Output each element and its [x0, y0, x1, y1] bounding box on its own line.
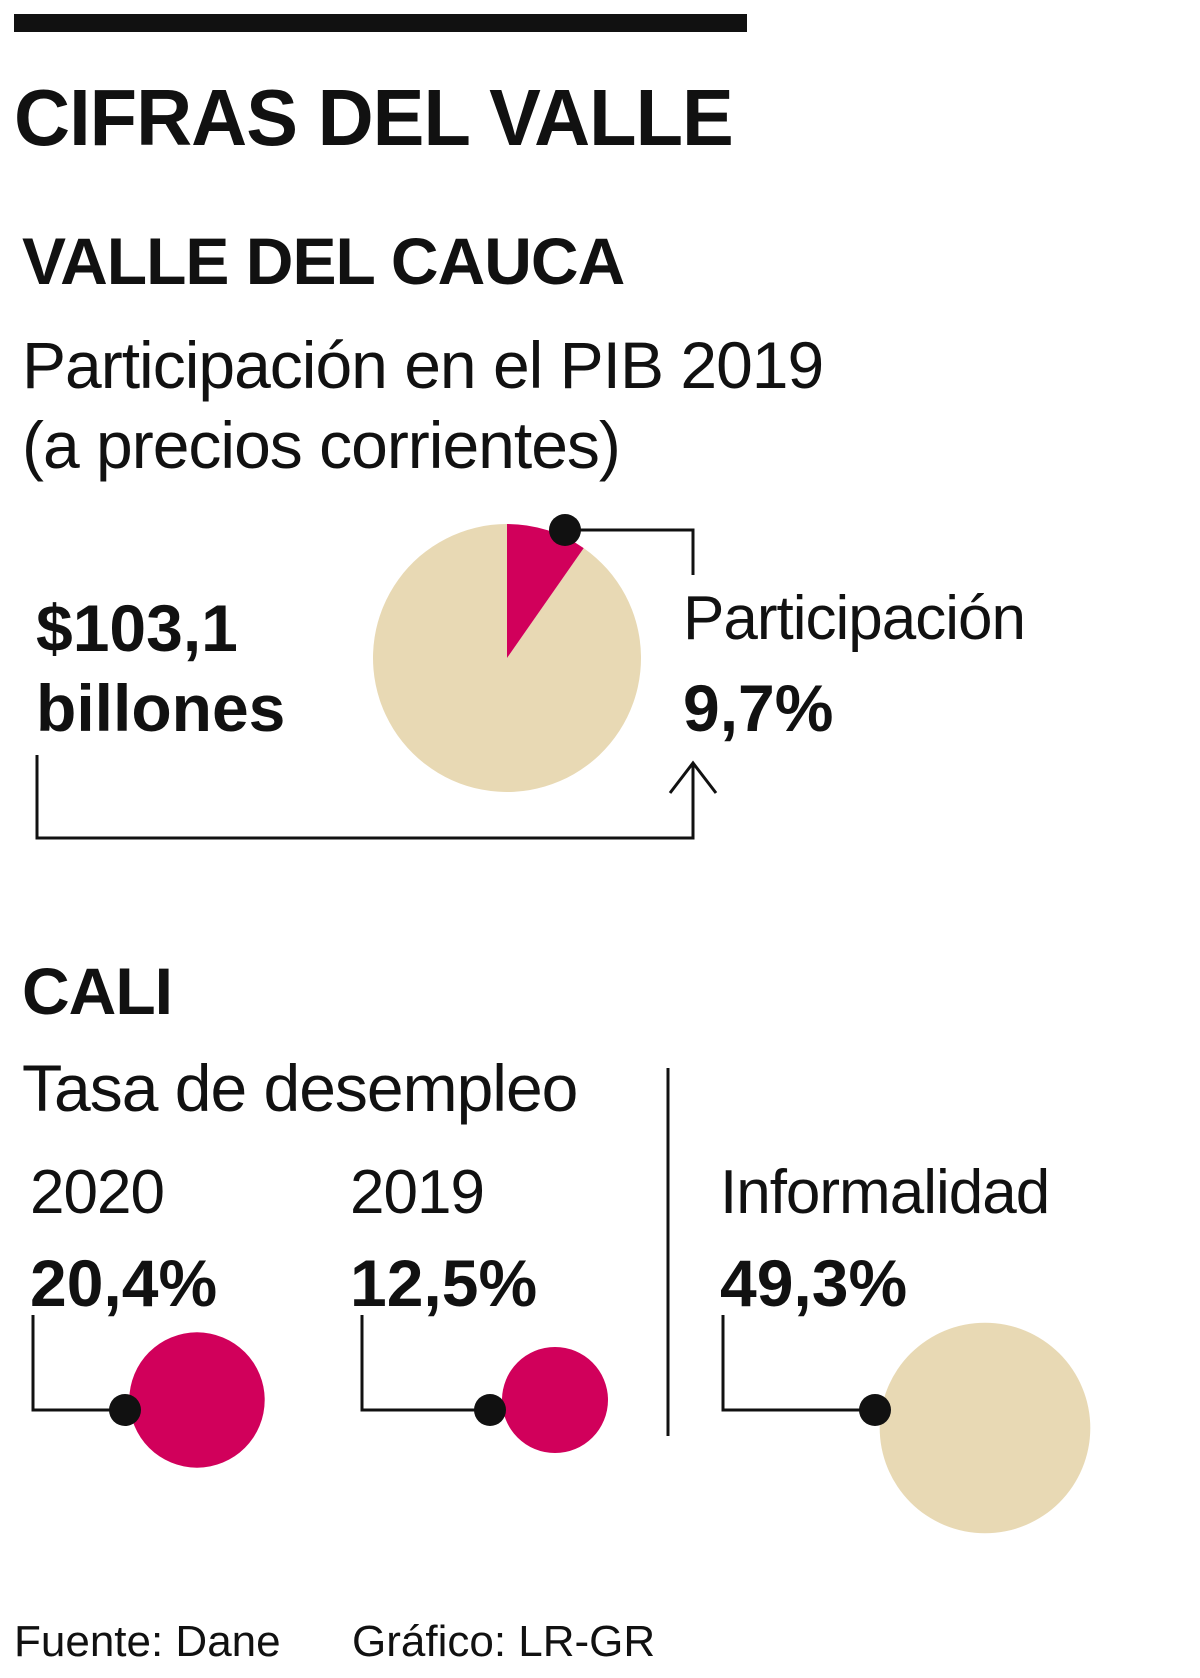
bubble-connectors	[31, 1315, 875, 1412]
valle-subtitle-line2: (a precios corrientes)	[22, 408, 621, 482]
connector-2020	[31, 1315, 125, 1412]
pie-slice-valle	[507, 524, 584, 658]
bubble-unemployment-2019	[502, 1347, 608, 1453]
connector-informality	[721, 1315, 875, 1412]
connector-dot-2019	[474, 1394, 506, 1426]
pie-connectors	[35, 528, 718, 840]
source-credit: Fuente: Dane	[14, 1617, 281, 1666]
graphic-credit: Gráfico: LR-GR	[352, 1617, 656, 1666]
unemployment-year-2019: 2019	[350, 1158, 485, 1227]
cali-subtitle: Tasa de desempleo	[22, 1051, 578, 1125]
valle-heading: VALLE DEL CAUCA	[22, 224, 625, 298]
connector-2019	[360, 1315, 490, 1412]
informality-value: 49,3%	[720, 1246, 908, 1320]
bubble-unemployment-2020	[129, 1332, 265, 1468]
pie-chart	[372, 524, 641, 792]
informality-label: Informalidad	[720, 1158, 1050, 1227]
cali-bubbles	[129, 1322, 1091, 1534]
cali-heading: CALI	[22, 954, 173, 1028]
top-rule	[14, 14, 747, 32]
share-label: Participación	[683, 584, 1026, 653]
unemployment-value-2019: 12,5%	[350, 1246, 538, 1320]
share-leader-dot	[549, 514, 581, 546]
unemployment-value-2020: 20,4%	[30, 1246, 218, 1320]
share-leader-line	[565, 528, 695, 575]
pib-amount-unit: billones	[36, 671, 286, 745]
connector-dot-informality	[859, 1394, 891, 1426]
valle-subtitle-line1: Participación en el PIB 2019	[22, 328, 824, 402]
bubble-informality	[879, 1322, 1091, 1534]
share-value: 9,7%	[683, 671, 834, 745]
amount-bracket	[35, 755, 695, 840]
connector-dot-2020	[109, 1394, 141, 1426]
bracket-arrow-head	[668, 760, 718, 794]
page-title: CIFRAS DEL VALLE	[14, 73, 734, 162]
pib-amount-value: $103,1	[36, 591, 238, 665]
unemployment-year-2020: 2020	[30, 1158, 165, 1227]
